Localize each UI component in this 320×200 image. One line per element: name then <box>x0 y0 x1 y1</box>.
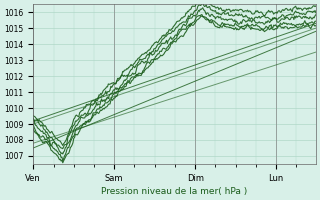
X-axis label: Pression niveau de la mer( hPa ): Pression niveau de la mer( hPa ) <box>101 187 248 196</box>
